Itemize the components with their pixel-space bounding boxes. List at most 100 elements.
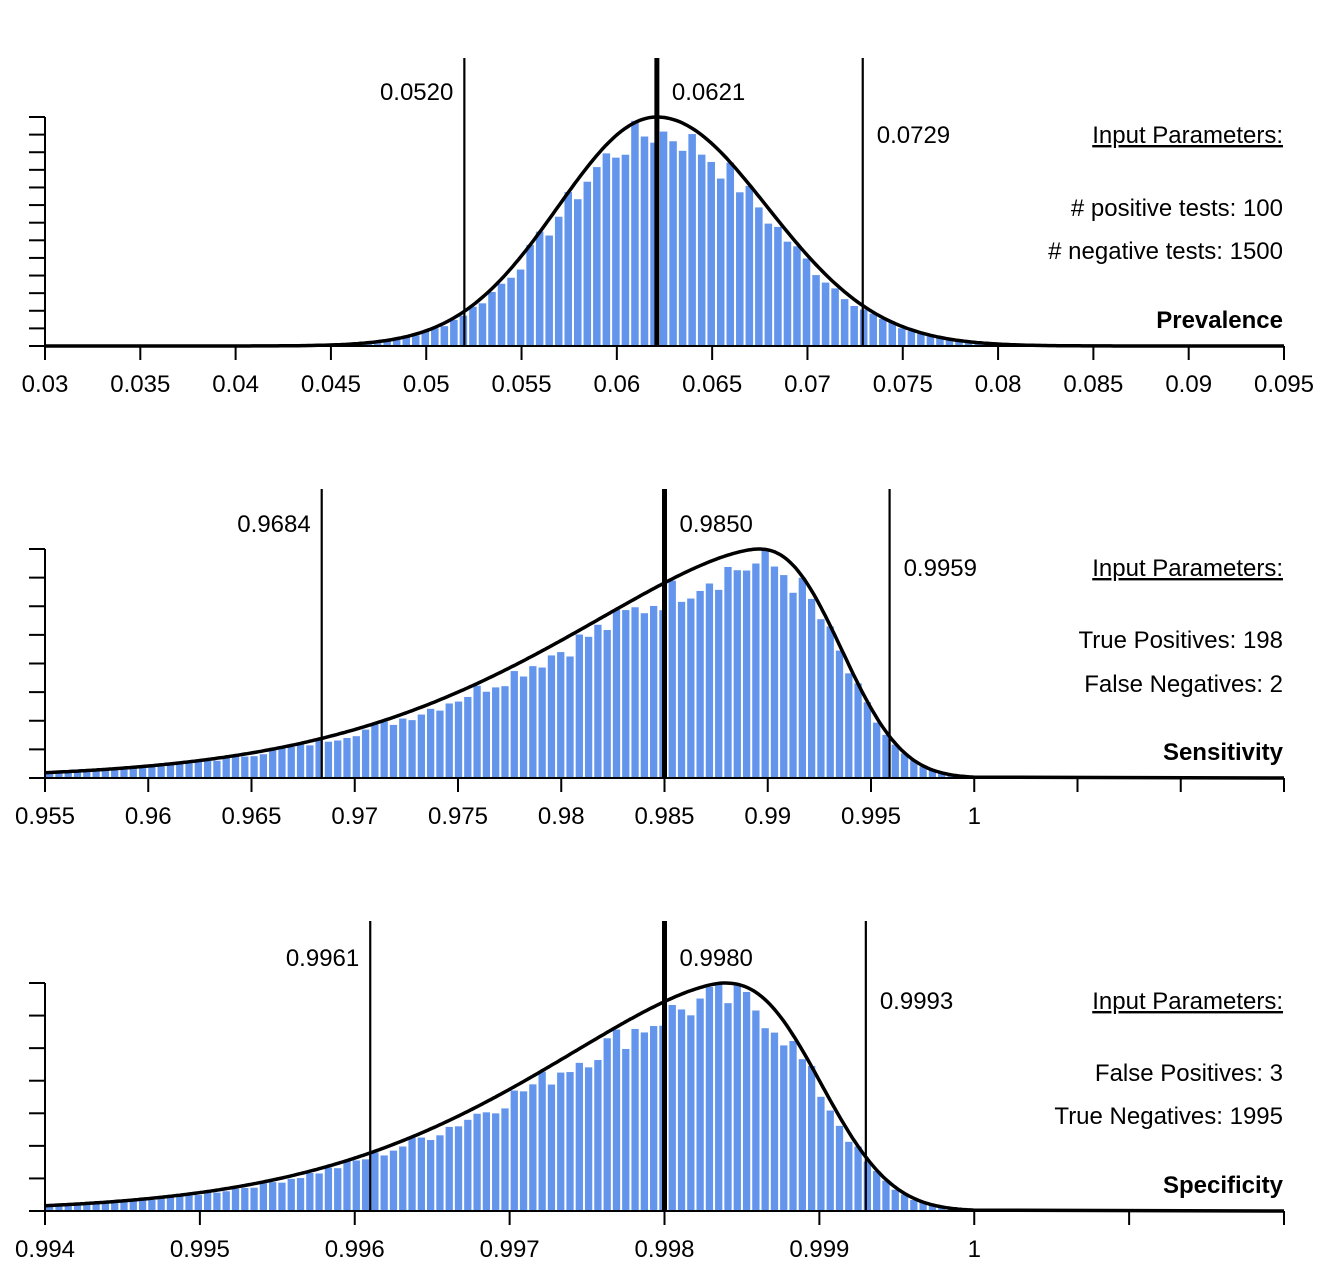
input-parameters-title: Input Parameters: xyxy=(1092,988,1283,1015)
histogram-bar xyxy=(584,636,593,778)
histogram-bar xyxy=(854,683,862,778)
histogram-bar xyxy=(269,750,277,778)
histogram-bar xyxy=(650,1026,658,1211)
histogram-bar xyxy=(621,154,630,346)
histogram-bar xyxy=(575,1062,583,1211)
histogram-bar xyxy=(92,770,100,778)
chart-name: Sensitivity xyxy=(1163,739,1284,766)
x-tick-label: 0.98 xyxy=(538,803,585,830)
histogram-bar xyxy=(564,192,573,346)
x-tick-label: 1 xyxy=(968,1236,981,1263)
upper-bound-label: 0.0729 xyxy=(877,122,950,149)
histogram-bar xyxy=(408,1137,416,1211)
histogram-bar xyxy=(222,1191,230,1211)
histogram-bar xyxy=(324,1167,333,1211)
histogram-bar xyxy=(863,702,872,778)
histogram-bar xyxy=(891,1189,899,1211)
histogram-bar xyxy=(669,141,677,346)
histogram-bar xyxy=(631,1028,639,1211)
histogram-bar xyxy=(900,1194,909,1211)
histogram-bar xyxy=(715,983,723,1211)
histogram-bar xyxy=(798,1059,806,1211)
histogram-bar xyxy=(203,1192,212,1211)
histogram-bar xyxy=(417,714,425,778)
histogram-bar xyxy=(752,1010,760,1211)
histogram-bar xyxy=(974,343,982,346)
histogram-bar xyxy=(138,767,147,778)
histogram-bar xyxy=(677,601,686,778)
median-label: 0.9850 xyxy=(680,511,753,538)
histogram-bar xyxy=(640,1032,649,1211)
histogram-bar xyxy=(726,162,735,346)
histogram-bar xyxy=(807,1065,816,1211)
chart-name: Prevalence xyxy=(1156,307,1283,334)
histogram-bar xyxy=(845,673,853,778)
histogram-bar xyxy=(602,153,611,346)
histogram-bar xyxy=(129,1200,137,1211)
histogram-bar xyxy=(352,1160,360,1211)
histogram-bar xyxy=(594,624,602,778)
histogram-bar xyxy=(854,1146,862,1211)
histogram-bar xyxy=(120,769,128,778)
histogram-bar xyxy=(46,1206,54,1211)
histogram-bar xyxy=(817,1096,825,1211)
histogram-bar xyxy=(910,760,918,778)
density-curve xyxy=(44,547,1285,780)
histogram-bar xyxy=(593,167,601,346)
histogram-bar xyxy=(752,563,760,778)
prevalence-panel: 0.03 0.035 0.04 0.045 0.05 0.055 0.06 0.065 0.07… xyxy=(22,58,1314,398)
specificity-panel: 0.994 0.995 0.996 0.997 0.998 0.999 1 0.9961 0.9… xyxy=(15,921,1285,1263)
histogram-bar xyxy=(185,761,193,778)
histogram-bar xyxy=(733,570,741,778)
histogram-bar xyxy=(793,246,801,346)
histogram-bar xyxy=(919,766,927,778)
histogram-bar xyxy=(73,771,82,778)
histogram-bar xyxy=(945,339,954,346)
histogram-bar xyxy=(936,337,944,346)
histogram-bar xyxy=(724,1003,732,1211)
histogram-bar xyxy=(176,1195,184,1211)
histogram-bar xyxy=(554,216,563,346)
histogram-bar xyxy=(938,1207,946,1211)
histogram-bar xyxy=(250,1187,258,1211)
histogram-bar xyxy=(194,1195,202,1211)
histogram-bar xyxy=(55,772,63,778)
x-tick-label: 0.08 xyxy=(975,371,1022,398)
x-tick-label: 0.05 xyxy=(403,371,450,398)
upper-bound-label: 0.9993 xyxy=(880,988,953,1015)
histogram-bar xyxy=(705,583,714,778)
histogram-bar xyxy=(315,1173,323,1211)
histogram-bar xyxy=(334,740,342,778)
histogram-bar xyxy=(380,721,388,778)
histogram-bar xyxy=(402,337,410,346)
histogram-bar xyxy=(296,743,305,778)
x-tick-label: 0.045 xyxy=(301,371,361,398)
histogram-bar xyxy=(736,192,744,346)
histogram-bar xyxy=(445,1126,453,1211)
histogram-bar xyxy=(287,1178,295,1211)
x-tick-label: 0.955 xyxy=(15,803,75,830)
histogram-bar xyxy=(821,282,830,346)
histogram-bar xyxy=(445,703,453,778)
histogram-bar xyxy=(696,998,704,1211)
histogram-bar xyxy=(622,1048,630,1211)
histogram-bar xyxy=(891,744,899,778)
histogram-bar xyxy=(92,1203,100,1211)
x-tick-label: 0.97 xyxy=(331,803,378,830)
histogram-bar xyxy=(213,1192,221,1211)
histogram-bar xyxy=(176,764,184,778)
histogram-bar xyxy=(241,1187,249,1211)
histogram-bar xyxy=(812,275,820,346)
histogram-bar xyxy=(557,1072,565,1211)
histogram-bar xyxy=(594,1060,602,1211)
histogram-bar xyxy=(373,342,382,346)
histogram-bar xyxy=(431,328,439,346)
histogram-bar xyxy=(826,1110,834,1211)
histogram-bar xyxy=(603,630,611,778)
histogram-bar xyxy=(783,241,792,346)
histogram-bar xyxy=(64,772,72,778)
histogram-bar xyxy=(324,741,333,778)
x-tick-label: 0.03 xyxy=(22,371,69,398)
histogram-bar xyxy=(724,567,732,778)
